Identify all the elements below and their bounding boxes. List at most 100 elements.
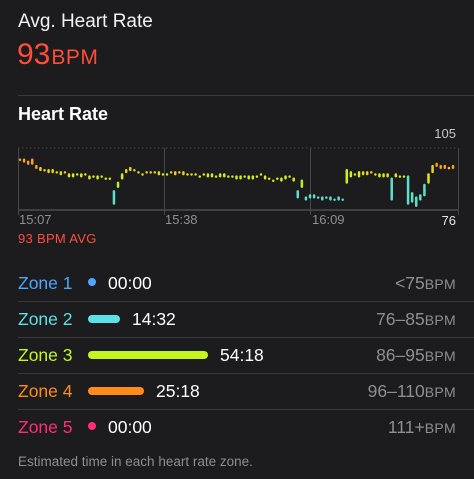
heart-rate-sample	[296, 190, 300, 199]
zone-range-unit: BPM	[424, 420, 456, 436]
heart-rate-sample	[410, 192, 414, 203]
heart-rate-sample	[353, 173, 357, 176]
heart-rate-sample	[259, 173, 263, 176]
zone-range-unit: BPM	[424, 276, 456, 292]
zone-row[interactable]: Zone 1 00:00 <75BPM	[0, 266, 474, 302]
heart-rate-sample	[263, 175, 267, 180]
heart-rate-sample	[337, 196, 340, 201]
zone-bar	[88, 351, 208, 359]
heart-rate-sample	[75, 173, 79, 176]
chart-x-tick-label: 16:09	[312, 212, 345, 227]
heart-rate-sample	[439, 164, 442, 170]
chart-x-tick-label: 15:38	[165, 212, 198, 227]
heart-rate-sample	[31, 158, 34, 165]
zone-range: 86–95BPM	[376, 345, 456, 366]
chart-avg-caption: 93 BPM AVG	[18, 231, 97, 246]
heart-rate-sample	[104, 177, 108, 180]
zone-range: 111+BPM	[388, 417, 456, 438]
heart-rate-sample	[406, 175, 410, 205]
heart-rate-sample	[35, 164, 38, 170]
heart-rate-sample	[357, 171, 361, 178]
zone-row[interactable]: Zone 2 14:32 76–85BPM	[0, 302, 474, 338]
heart-rate-sample	[153, 171, 157, 174]
heart-rate-sample	[108, 177, 112, 180]
zone-name: Zone 2	[18, 309, 73, 329]
heart-rate-sample	[370, 171, 373, 174]
zone-time: 25:18	[156, 381, 200, 401]
zone-range-value: 86–95	[376, 345, 425, 365]
zones-footnote: Estimated time in each heart rate zone.	[18, 454, 253, 469]
zone-bar	[88, 315, 120, 323]
heart-rate-sample	[18, 158, 22, 162]
zone-range-value: 111+	[387, 417, 425, 437]
heart-rate-sample	[112, 190, 116, 205]
heart-rate-sample	[329, 196, 332, 201]
heart-rate-sample	[206, 173, 210, 178]
heart-rate-sample	[288, 175, 291, 178]
heart-rate-sample	[223, 173, 226, 178]
zone-name: Zone 4	[18, 381, 73, 401]
zone-name: Zone 1	[18, 273, 73, 293]
heart-rate-sample	[386, 173, 389, 178]
heart-rate-sample	[316, 196, 320, 199]
heart-rate-sample	[239, 175, 242, 180]
heart-rate-sample	[100, 175, 103, 178]
zone-divider	[18, 301, 474, 302]
heart-rate-sample	[161, 173, 165, 176]
heart-rate-sample	[169, 171, 173, 174]
zone-range-value: 96–110	[367, 381, 425, 401]
heart-rate-sample	[22, 158, 26, 163]
heart-rate-title: Heart Rate	[18, 104, 109, 124]
avg-heart-rate-number: 93	[17, 38, 51, 71]
heart-rate-sample	[26, 160, 30, 165]
heart-rate-sample	[227, 175, 230, 178]
heart-rate-sample	[165, 173, 169, 176]
heart-rate-sample	[345, 169, 349, 184]
heart-rate-sample	[218, 173, 222, 178]
heart-rate-sample	[80, 173, 83, 178]
zone-row[interactable]: Zone 4 25:18 96–110BPM	[0, 374, 474, 410]
heart-rate-sample	[173, 171, 177, 176]
zone-time: 00:00	[108, 417, 152, 437]
heart-rate-sample	[116, 181, 120, 188]
heart-rate-sample	[51, 169, 54, 174]
heart-rate-sample	[361, 171, 365, 176]
heart-rate-sample	[267, 177, 271, 180]
heart-rate-sample	[84, 173, 87, 176]
zone-time: 00:00	[108, 273, 152, 293]
heart-rate-sample	[243, 175, 246, 178]
heart-rate-sample	[374, 173, 377, 176]
zone-name: Zone 3	[18, 345, 73, 365]
heart-rate-sample	[312, 194, 316, 199]
zone-row[interactable]: Zone 3 54:18 86–95BPM	[0, 338, 474, 374]
heart-rate-sample	[349, 171, 353, 178]
heart-rate-sample	[398, 175, 402, 178]
chart-y-min-label: 76	[442, 213, 456, 228]
heart-rate-chart[interactable]: 105 76 15:07 15:38 16:09	[0, 120, 474, 250]
heart-rate-sample	[325, 196, 328, 199]
zone-row[interactable]: Zone 5 00:00 111+BPM	[0, 410, 474, 446]
chart-series	[18, 158, 455, 207]
zone-range-value: 76–85	[376, 309, 425, 329]
heart-rate-sample	[133, 169, 136, 172]
heart-rate-sample	[255, 175, 259, 178]
zone-bar	[88, 387, 144, 395]
zone-time: 14:32	[132, 309, 176, 329]
heart-rate-sample	[96, 175, 99, 180]
avg-heart-rate-unit: BPM	[51, 46, 99, 69]
heart-rate-sample	[427, 173, 430, 184]
heart-rate-sample	[251, 175, 255, 180]
heart-rate-sample	[247, 175, 250, 180]
zone-time: 54:18	[220, 345, 264, 365]
heart-rate-sample	[92, 175, 95, 178]
zone-divider	[18, 373, 474, 374]
heart-rate-sample	[272, 179, 275, 183]
heart-rate-sample	[149, 171, 152, 174]
section-divider	[18, 95, 474, 96]
heart-rate-sample	[394, 173, 398, 178]
zone-range-unit: BPM	[424, 312, 456, 328]
heart-rate-sample	[202, 173, 206, 176]
heart-rate-sample	[55, 171, 59, 174]
heart-rate-sample	[284, 175, 287, 180]
heart-rate-sample	[178, 171, 181, 174]
